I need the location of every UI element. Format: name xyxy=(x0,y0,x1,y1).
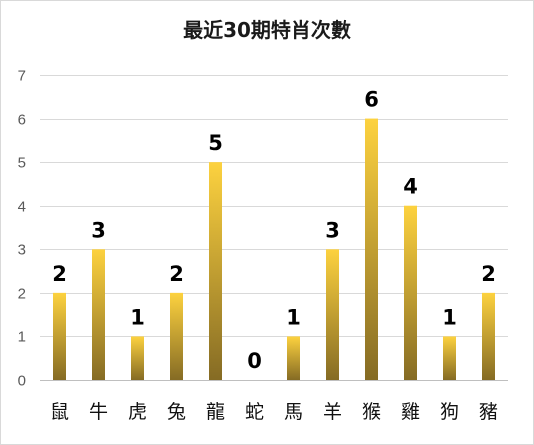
y-axis-ticks: 0 1 2 3 4 5 6 7 xyxy=(18,68,26,390)
bar-牛 xyxy=(92,249,105,380)
y-tick-label: 6 xyxy=(18,112,26,129)
chart-title: 最近30期特肖次數 xyxy=(183,18,351,42)
data-label-虎: 1 xyxy=(130,305,145,329)
bar-猴 xyxy=(365,118,378,381)
bar-馬 xyxy=(287,336,300,380)
y-tick-label: 5 xyxy=(18,155,26,172)
x-tick-label-兔: 兔 xyxy=(167,401,186,423)
x-tick-label-狗: 狗 xyxy=(440,401,459,423)
y-tick-label: 4 xyxy=(18,199,26,216)
x-tick-label-牛: 牛 xyxy=(89,401,108,423)
data-label-狗: 1 xyxy=(442,305,457,329)
bar-虎 xyxy=(131,336,144,380)
data-label-蛇: 0 xyxy=(247,349,262,373)
y-tick-label: 7 xyxy=(18,68,26,85)
gridlines xyxy=(40,75,508,381)
bar-兔 xyxy=(170,292,183,380)
bar-羊 xyxy=(326,249,339,380)
data-label-龍: 5 xyxy=(208,131,223,155)
data-label-牛: 3 xyxy=(91,218,106,242)
bars xyxy=(53,118,495,381)
y-tick-label: 1 xyxy=(18,329,26,346)
data-label-雞: 4 xyxy=(403,175,418,199)
x-tick-label-馬: 馬 xyxy=(284,401,303,423)
x-tick-label-羊: 羊 xyxy=(323,401,342,423)
bar-龍 xyxy=(209,162,222,380)
bar-雞 xyxy=(404,205,417,380)
x-axis-ticks: 鼠牛虎兔龍蛇馬羊猴雞狗豬 xyxy=(50,401,498,423)
bar-狗 xyxy=(443,336,456,380)
x-tick-label-蛇: 蛇 xyxy=(245,401,264,423)
bar-鼠 xyxy=(53,292,66,380)
data-label-羊: 3 xyxy=(325,218,340,242)
x-tick-label-豬: 豬 xyxy=(479,401,498,423)
x-tick-label-龍: 龍 xyxy=(206,401,225,423)
y-tick-label: 2 xyxy=(18,286,26,303)
data-label-兔: 2 xyxy=(169,262,184,286)
y-tick-label: 0 xyxy=(18,373,26,390)
y-tick-label: 3 xyxy=(18,242,26,259)
bar-豬 xyxy=(482,292,495,380)
data-label-豬: 2 xyxy=(481,262,496,286)
x-tick-label-鼠: 鼠 xyxy=(50,401,69,423)
x-tick-label-猴: 猴 xyxy=(362,401,381,423)
data-label-鼠: 2 xyxy=(52,262,67,286)
data-label-馬: 1 xyxy=(286,305,301,329)
x-tick-label-虎: 虎 xyxy=(128,401,147,423)
x-tick-label-雞: 雞 xyxy=(401,401,420,423)
data-label-猴: 6 xyxy=(364,88,379,112)
